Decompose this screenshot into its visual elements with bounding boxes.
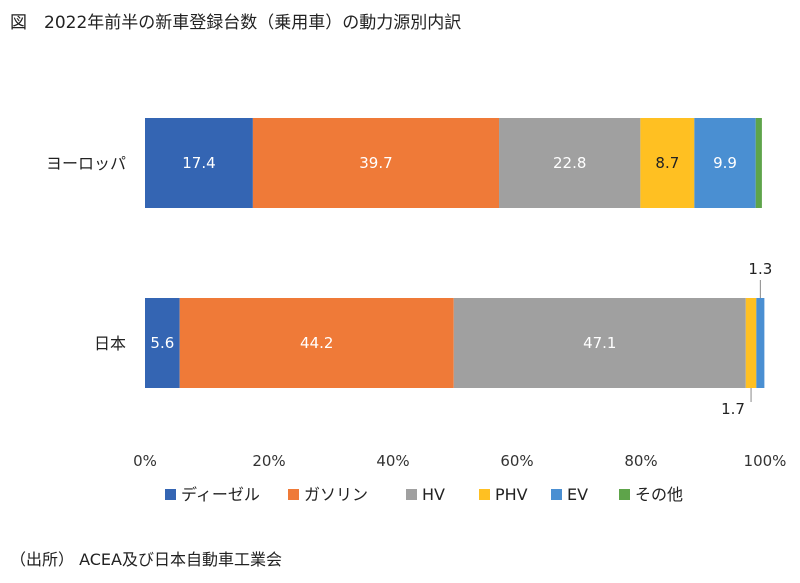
data-label: 17.4 [182, 154, 215, 172]
source-note: （出所） ACEA及び日本自動車工業会 [10, 550, 282, 569]
bar-segment [179, 298, 454, 388]
bar-segment [145, 298, 180, 388]
legend-swatch [479, 489, 490, 500]
legend-swatch [288, 489, 299, 500]
bars-layer [145, 118, 765, 388]
legend-label: PHV [495, 485, 528, 504]
legend: ディーゼル ガソリン HV PHV EV その他 [165, 485, 683, 504]
x-tick-label: 20% [252, 452, 285, 470]
legend-label: その他 [635, 485, 683, 504]
data-label: 44.2 [300, 334, 333, 352]
legend-label: EV [567, 485, 588, 504]
x-tick-label: 60% [500, 452, 533, 470]
bar-segment [145, 118, 253, 208]
legend-swatch [619, 489, 630, 500]
bar-segment [756, 298, 765, 388]
x-tick-label: 80% [624, 452, 657, 470]
bar-segment [694, 118, 756, 208]
x-tick-label: 100% [744, 452, 787, 470]
bar-segment [453, 298, 746, 388]
legend-label: ディーゼル [181, 485, 260, 504]
bar-segment [745, 298, 757, 388]
bar-segment [755, 118, 762, 208]
legend-swatch [551, 489, 562, 500]
data-label: 5.6 [150, 334, 174, 352]
x-tick-label: 40% [376, 452, 409, 470]
data-label: 47.1 [583, 334, 616, 352]
data-label: 1.3 [748, 260, 772, 278]
data-label: 1.7 [721, 400, 745, 418]
bar-segment [499, 118, 641, 208]
legend-swatch [406, 489, 417, 500]
legend-label: ガソリン [304, 485, 368, 504]
legend-swatch [165, 489, 176, 500]
data-label: 9.9 [713, 154, 737, 172]
legend-label: HV [422, 485, 445, 504]
data-label: 8.7 [655, 154, 679, 172]
category-label: ヨーロッパ [46, 154, 126, 173]
bar-segment [252, 118, 500, 208]
data-label: 39.7 [359, 154, 392, 172]
x-tick-label: 0% [133, 452, 157, 470]
bar-segment [640, 118, 695, 208]
stacked-bar-chart: 17.4 39.7 22.8 8.7 9.9 5.6 44.2 47.1 1.7 1.3 ヨーロッ… [46, 118, 786, 504]
segment-labels-layer: 17.4 39.7 22.8 8.7 9.9 5.6 44.2 47.1 1.7 1.3 [150, 154, 772, 418]
x-axis-ticks-layer: 0% 20% 40% 60% 80% 100% [133, 452, 786, 470]
category-label: 日本 [94, 334, 126, 353]
chart-title: 図 2022年前半の新車登録台数（乗用車）の動力源別内訳 [10, 13, 462, 33]
data-label: 22.8 [553, 154, 586, 172]
